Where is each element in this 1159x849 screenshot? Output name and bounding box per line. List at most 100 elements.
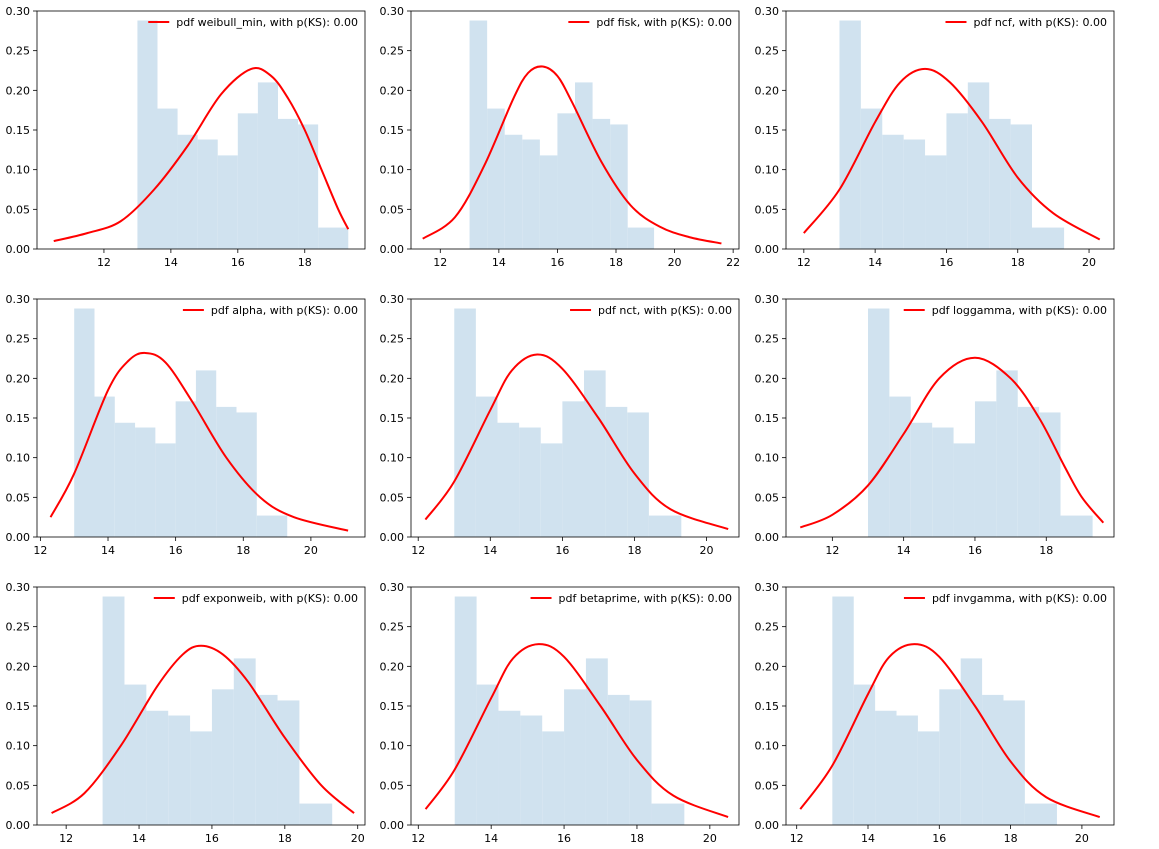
x-tick-label: 20 bbox=[668, 256, 682, 269]
x-tick-label: 12 bbox=[797, 256, 811, 269]
y-tick-label: 0.20 bbox=[6, 372, 31, 385]
y-tick-label: 0.20 bbox=[755, 84, 780, 97]
histogram-bar bbox=[299, 803, 333, 825]
y-tick-label: 0.10 bbox=[6, 740, 31, 753]
subplot-9: 0.00 0.05 0.10 0.15 0.20 0.25 0.30 12 14 16 18 20 pd… bbox=[755, 581, 1115, 845]
x-tick-label: 18 bbox=[609, 256, 623, 269]
pdf-curve bbox=[799, 356, 1105, 529]
x-tick-label: 12 bbox=[33, 544, 47, 557]
pdf-curve bbox=[803, 67, 1101, 241]
y-tick-label: 0.20 bbox=[380, 372, 405, 385]
histogram-bar bbox=[114, 422, 136, 537]
y-tick-label: 0.15 bbox=[380, 700, 405, 713]
histogram-bar bbox=[889, 396, 911, 537]
y-tick-label: 0.30 bbox=[755, 293, 780, 306]
y-tick-label: 0.00 bbox=[755, 819, 780, 832]
legend-label: pdf betaprime, with p(KS): 0.00 bbox=[559, 592, 732, 605]
y-tick-label: 0.30 bbox=[6, 581, 31, 594]
x-tick-label: 20 bbox=[1082, 256, 1096, 269]
histogram-bar bbox=[497, 422, 520, 537]
x-tick-label: 16 bbox=[555, 544, 569, 557]
histogram-bar bbox=[94, 396, 115, 537]
y-tick-label: 0.10 bbox=[6, 452, 31, 465]
x-tick-label: 16 bbox=[169, 544, 183, 557]
histogram-bar bbox=[298, 124, 319, 249]
histogram-bar bbox=[454, 596, 477, 825]
histogram-bar bbox=[592, 118, 611, 249]
y-tick-label: 0.25 bbox=[380, 333, 405, 346]
histogram-bar bbox=[237, 113, 258, 249]
x-tick-label: 14 bbox=[492, 256, 506, 269]
histogram-bar bbox=[607, 694, 630, 825]
histogram-bar bbox=[277, 118, 299, 249]
subplot-3: 0.00 0.05 0.10 0.15 0.20 0.25 0.30 12 14 16 18 20 pd… bbox=[755, 5, 1115, 269]
y-tick-label: 0.05 bbox=[380, 491, 405, 504]
histogram-bar bbox=[256, 515, 288, 537]
x-tick-label: 18 bbox=[298, 256, 312, 269]
x-tick-label: 12 bbox=[825, 544, 839, 557]
y-tick-label: 0.00 bbox=[380, 531, 405, 544]
y-tick-label: 0.25 bbox=[755, 45, 780, 58]
x-tick-label: 14 bbox=[101, 544, 115, 557]
x-tick-label: 12 bbox=[97, 256, 111, 269]
x-tick-label: 16 bbox=[939, 256, 953, 269]
y-tick-label: 0.10 bbox=[380, 740, 405, 753]
y-tick-label: 0.20 bbox=[380, 84, 405, 97]
histogram-bar bbox=[475, 396, 498, 537]
y-tick-label: 0.10 bbox=[755, 740, 780, 753]
histogram-bar bbox=[498, 710, 521, 825]
histogram-bar bbox=[257, 82, 278, 250]
y-tick-label: 0.15 bbox=[755, 124, 780, 137]
histogram-bar bbox=[542, 731, 565, 825]
subplot-4: 0.00 0.05 0.10 0.15 0.20 0.25 0.30 12 14 16 18 20 pd… bbox=[6, 293, 366, 557]
y-tick-label: 0.05 bbox=[6, 779, 31, 792]
x-tick-label: 16 bbox=[968, 544, 982, 557]
x-tick-label: 20 bbox=[703, 832, 717, 845]
legend: pdf weibull_min, with p(KS): 0.00 bbox=[148, 16, 358, 29]
y-tick-label: 0.30 bbox=[6, 5, 31, 18]
x-tick-label: 14 bbox=[483, 544, 497, 557]
histogram-bar bbox=[155, 443, 176, 537]
histogram-bar bbox=[939, 689, 961, 825]
y-tick-label: 0.20 bbox=[380, 660, 405, 673]
histogram-bar bbox=[651, 803, 685, 825]
x-tick-label: 16 bbox=[557, 832, 571, 845]
legend: pdf exponweib, with p(KS): 0.00 bbox=[153, 592, 358, 605]
legend-label: pdf loggamma, with p(KS): 0.00 bbox=[932, 304, 1107, 317]
y-tick-label: 0.00 bbox=[380, 243, 405, 256]
y-tick-label: 0.20 bbox=[755, 372, 780, 385]
subplot-8: 0.00 0.05 0.10 0.15 0.20 0.25 0.30 12 14 16 18 20 pd… bbox=[380, 581, 740, 845]
y-tick-label: 0.15 bbox=[6, 700, 31, 713]
legend: pdf alpha, with p(KS): 0.00 bbox=[182, 304, 358, 317]
legend-label: pdf fisk, with p(KS): 0.00 bbox=[596, 16, 732, 29]
histogram-bar bbox=[211, 689, 234, 825]
y-tick-label: 0.10 bbox=[380, 452, 405, 465]
legend-label: pdf ncf, with p(KS): 0.00 bbox=[973, 16, 1107, 29]
histogram-bar bbox=[540, 443, 563, 537]
histogram-bar bbox=[74, 308, 95, 537]
histogram-bar bbox=[1017, 406, 1040, 537]
histogram-bar bbox=[996, 370, 1018, 537]
histogram-bar bbox=[585, 658, 608, 825]
pdf-curve bbox=[51, 644, 355, 814]
legend-label: pdf invgamma, with p(KS): 0.00 bbox=[932, 592, 1107, 605]
histogram-bar bbox=[875, 710, 897, 825]
histogram-bar bbox=[953, 443, 975, 537]
pdf-curve bbox=[799, 643, 1101, 819]
y-tick-label: 0.15 bbox=[380, 412, 405, 425]
x-tick-label: 18 bbox=[1039, 544, 1053, 557]
pdf-curve bbox=[422, 65, 722, 245]
histogram-bar bbox=[610, 124, 628, 249]
x-tick-label: 16 bbox=[205, 832, 219, 845]
x-tick-label: 22 bbox=[726, 256, 740, 269]
histogram-bar bbox=[575, 82, 593, 250]
histogram-bar bbox=[627, 412, 649, 537]
y-tick-label: 0.25 bbox=[6, 45, 31, 58]
legend-label: pdf alpha, with p(KS): 0.00 bbox=[211, 304, 358, 317]
x-tick-label: 14 bbox=[132, 832, 146, 845]
subplot-2: 0.00 0.05 0.10 0.15 0.20 0.25 0.30 12 14 16 18 20 22… bbox=[380, 5, 741, 269]
histogram-bar bbox=[1039, 412, 1061, 537]
histogram-bar bbox=[522, 139, 540, 249]
subplot-5: 0.00 0.05 0.10 0.15 0.20 0.25 0.30 12 14 16 18 20 pd… bbox=[380, 293, 740, 557]
histogram-bar bbox=[648, 515, 682, 537]
